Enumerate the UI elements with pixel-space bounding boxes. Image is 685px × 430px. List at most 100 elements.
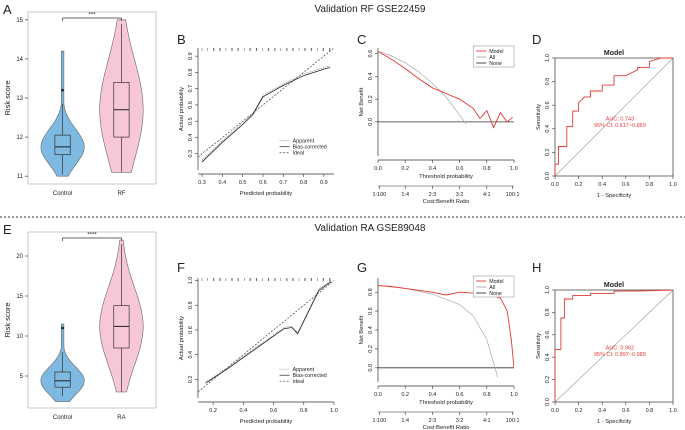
- y-axis-label: Actual probability: [179, 316, 185, 360]
- ratio-axis-label: Cost:Benefit Ratio: [423, 199, 470, 205]
- x-tick-label: 0.2: [575, 182, 583, 188]
- x-tick-label: 0.8: [483, 166, 491, 172]
- section-title-top: Validation RF GSE22459: [315, 4, 426, 15]
- ratio-tick-label: 1:100: [372, 418, 386, 424]
- x-axis-label: 1 - Specificity: [597, 419, 632, 425]
- x-axis-label: Threshold probability: [419, 400, 473, 406]
- y-tick-label: 0.8: [188, 301, 194, 309]
- x-axis-label: Predicted probability: [240, 419, 293, 425]
- y-tick-label: 0.0: [368, 364, 374, 372]
- model-line: [378, 51, 513, 129]
- ideal-line: [197, 47, 335, 158]
- y-tick-label: 13: [16, 96, 23, 102]
- x-tick-label: 0.8: [300, 180, 308, 186]
- x-axis-label: Predicted probability: [240, 191, 293, 197]
- x-tick-label: 0.2: [401, 166, 409, 172]
- charts-layer: 11 12 13 14 15 Risk score Control RF *** 5 10 15 20 R…: [3, 11, 677, 430]
- outlier-point: [61, 326, 64, 330]
- y-axis-label: Sensitivity: [536, 104, 542, 130]
- section-title-bottom: Validation RA GSE89048: [314, 223, 425, 234]
- y-tick-label: 0.2: [545, 149, 551, 157]
- x-tick-label: 0.4: [219, 180, 227, 186]
- panel-label-f: F: [177, 260, 185, 275]
- panel-label-a: A: [3, 2, 12, 17]
- legend-label: All: [489, 55, 495, 61]
- x-tick-label: RA: [117, 415, 125, 421]
- legend-label: All: [489, 285, 495, 291]
- x-tick-label: 0.6: [622, 408, 630, 414]
- x-tick-label: 0.8: [646, 408, 654, 414]
- panel-label-h: H: [532, 260, 541, 275]
- x-tick-label: 0.6: [270, 408, 278, 414]
- y-tick-label: 0.0: [545, 398, 551, 406]
- x-tick-label: 0.6: [622, 182, 630, 188]
- y-tick-label: 0.6: [545, 101, 551, 109]
- panel-label-g: G: [357, 260, 367, 275]
- y-tick-label: 0.2: [368, 345, 374, 353]
- y-tick-label: 0.2: [188, 376, 194, 384]
- y-axis-label: Risk score: [3, 302, 12, 337]
- x-tick-label: 0.3: [198, 180, 206, 186]
- x-tick-label: 0.5: [239, 180, 247, 186]
- y-tick-label: 10: [16, 334, 23, 340]
- x-tick-label: 0.4: [598, 408, 606, 414]
- y-tick-label: 0.6: [368, 307, 374, 315]
- y-tick-label: 0.8: [368, 288, 374, 296]
- y-tick-label: 0.4: [545, 353, 551, 361]
- x-axis-label: 1 - Specificity: [597, 193, 632, 199]
- panel-label-c: C: [357, 32, 366, 47]
- legend-label: Bias-corrected: [293, 145, 327, 151]
- x-tick-label: 0.8: [300, 408, 308, 414]
- significance-label: ***: [88, 13, 96, 19]
- y-tick-label: 0.8: [188, 69, 194, 77]
- x-tick-label: 0.6: [456, 166, 464, 172]
- x-tick-label: 1.0: [330, 408, 338, 414]
- y-tick-label: 1.0: [545, 54, 551, 62]
- y-tick-label: 0.4: [545, 125, 551, 133]
- y-tick-label: 0.4: [188, 134, 194, 142]
- y-tick-label: 0.4: [188, 351, 194, 359]
- bias-corrected-line: [205, 281, 332, 384]
- ratio-tick-label: 4:1: [483, 418, 491, 424]
- x-tick-label: 0.0: [551, 182, 559, 188]
- y-tick-label: 0.6: [368, 50, 374, 58]
- x-tick-label: 0.6: [259, 180, 267, 186]
- y-axis-label: Risk score: [3, 80, 12, 115]
- ratio-axis-label: Cost:Benefit Ratio: [423, 425, 470, 430]
- violin-chart-E: 5 10 15 20 Risk score Control RA ****: [3, 231, 157, 421]
- y-tick-label: 0.6: [188, 101, 194, 109]
- x-tick-label: 0.7: [279, 180, 287, 186]
- y-tick-label: 11: [17, 174, 24, 180]
- y-tick-label: 12: [16, 135, 23, 141]
- legend-label: Ideal: [293, 379, 305, 385]
- ratio-tick-label: 4:1: [483, 192, 491, 198]
- y-tick-label: 1.0: [188, 277, 194, 285]
- y-axis-label: Net Benefit: [359, 315, 365, 344]
- plot-frame: [554, 57, 674, 177]
- x-tick-label: 0.4: [598, 182, 606, 188]
- x-tick-label: 0.4: [429, 392, 437, 398]
- dca-chart-G: 0.0 0.2 0.4 0.6 0.8 1.0 0.0 0.2 0.4 0.6 0.8 Thresho…: [359, 275, 520, 430]
- x-tick-label: 1.0: [669, 182, 677, 188]
- ratio-tick-label: 2:3: [429, 192, 437, 198]
- x-tick-label: Control: [53, 191, 72, 197]
- roc-title: Model: [604, 50, 624, 57]
- x-tick-label: 0.6: [456, 392, 464, 398]
- x-tick-label: 0.9: [320, 180, 328, 186]
- apparent-line: [205, 280, 332, 383]
- diagonal-line: [554, 57, 674, 177]
- all-line: [378, 285, 499, 378]
- y-tick-label: 0.0: [368, 118, 374, 126]
- y-tick-label: 0.9: [188, 52, 194, 60]
- box-control: [54, 371, 71, 388]
- y-tick-label: 5: [20, 374, 24, 380]
- roc-curve: [554, 57, 673, 176]
- all-line: [378, 51, 467, 125]
- calibration-chart-F: 0.2 0.4 0.6 0.8 1.0 0.2 0.4 0.6 0.8 1.0 Predicted …: [179, 277, 338, 425]
- legend-label: Apparent: [293, 367, 315, 373]
- auc-annotation: AUC: 0.962: [606, 345, 634, 351]
- y-tick-label: 0.6: [188, 326, 194, 334]
- panel-label-d: D: [532, 32, 541, 47]
- calibration-chart-B: 0.3 0.4 0.5 0.6 0.7 0.8 0.9 0.3 0.4 0.5 0.6 0.7 0.8 0…: [179, 47, 335, 197]
